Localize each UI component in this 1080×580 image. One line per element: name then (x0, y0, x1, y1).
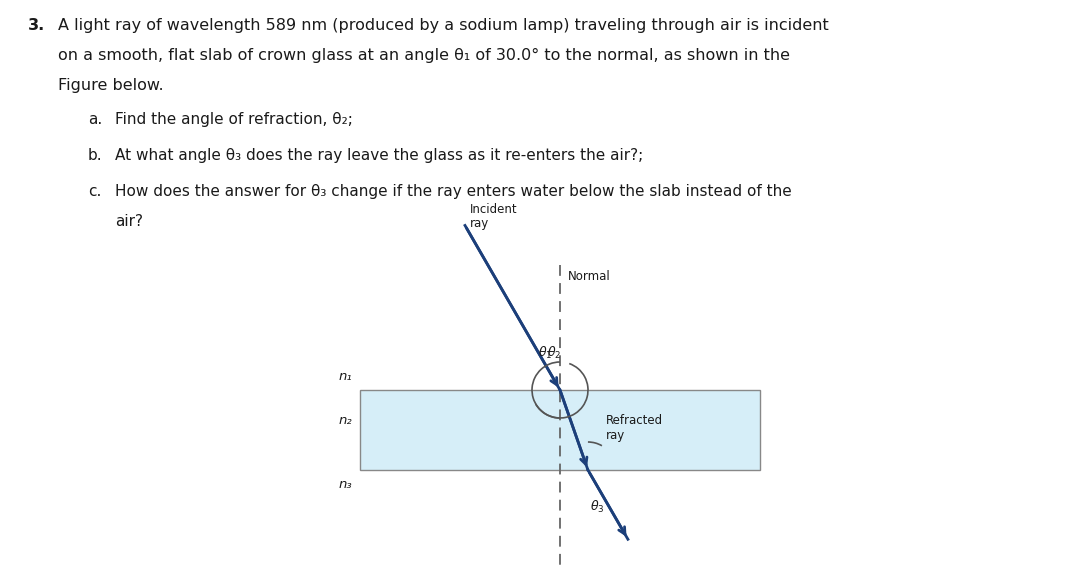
Text: a.: a. (87, 112, 103, 127)
Text: A light ray of wavelength 589 nm (produced by a sodium lamp) traveling through a: A light ray of wavelength 589 nm (produc… (58, 18, 828, 33)
Text: 3.: 3. (28, 18, 45, 33)
Text: $\theta_3$: $\theta_3$ (591, 499, 605, 515)
Bar (360, 390, 760, 470)
Text: $\theta_2$: $\theta_2$ (546, 345, 561, 361)
Text: Normal: Normal (568, 270, 611, 283)
Text: air?: air? (114, 214, 143, 229)
Text: n₁: n₁ (338, 369, 352, 382)
Text: ray: ray (606, 430, 625, 443)
Text: $\theta_1$: $\theta_1$ (538, 345, 552, 361)
Text: Refracted: Refracted (606, 414, 663, 426)
Text: At what angle θ₃ does the ray leave the glass as it re-enters the air?;: At what angle θ₃ does the ray leave the … (114, 148, 644, 163)
Text: b.: b. (87, 148, 103, 163)
Text: Incident: Incident (470, 204, 517, 216)
Text: Figure below.: Figure below. (58, 78, 164, 93)
Text: ray: ray (470, 218, 489, 230)
Text: on a smooth, flat slab of crown glass at an angle θ₁ of 30.0° to the normal, as : on a smooth, flat slab of crown glass at… (58, 48, 789, 63)
Text: How does the answer for θ₃ change if the ray enters water below the slab instead: How does the answer for θ₃ change if the… (114, 184, 792, 199)
Text: Find the angle of refraction, θ₂;: Find the angle of refraction, θ₂; (114, 112, 353, 127)
Text: c.: c. (87, 184, 102, 199)
Text: n₂: n₂ (338, 414, 352, 426)
Text: n₃: n₃ (338, 477, 352, 491)
